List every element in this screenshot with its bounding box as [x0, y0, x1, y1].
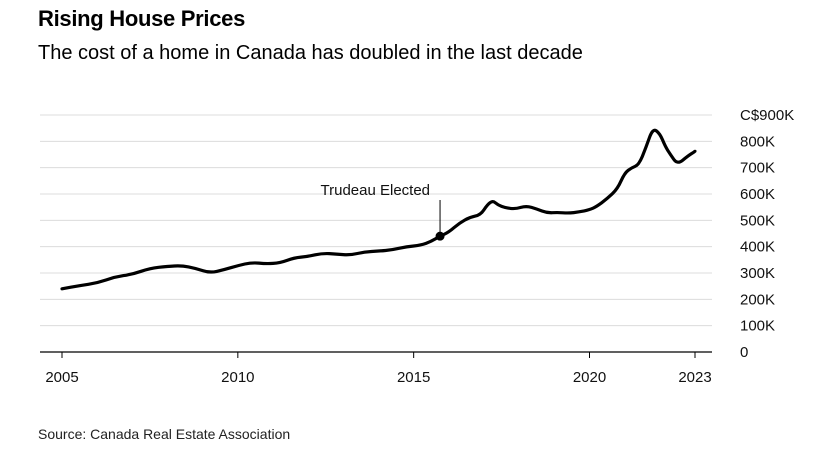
- y-tick-label: 0: [740, 344, 748, 361]
- annotation-label: Trudeau Elected: [321, 182, 431, 199]
- x-tick-label: 2010: [221, 369, 254, 386]
- chart-title: Rising House Prices: [38, 6, 246, 31]
- annotation-marker: [435, 231, 445, 241]
- y-tick-label: 200K: [740, 291, 775, 308]
- y-tick-label: C$900K: [740, 107, 794, 124]
- y-tick-label: 700K: [740, 160, 775, 177]
- chart-subtitle: The cost of a home in Canada has doubled…: [38, 42, 583, 64]
- x-tick-label: 2023: [678, 369, 711, 386]
- y-tick-label: 300K: [740, 265, 775, 282]
- y-tick-label: 500K: [740, 212, 775, 229]
- y-tick-label: 600K: [740, 186, 775, 203]
- source-note: Source: Canada Real Estate Association: [38, 426, 291, 442]
- series-line: [60, 128, 697, 291]
- x-tick-label: 2005: [45, 369, 78, 386]
- x-tick-label: 2015: [397, 369, 430, 386]
- x-tick-label: 2020: [573, 369, 606, 386]
- y-tick-label: 400K: [740, 239, 775, 256]
- y-tick-label: 800K: [740, 133, 775, 150]
- y-tick-label: 100K: [740, 318, 775, 335]
